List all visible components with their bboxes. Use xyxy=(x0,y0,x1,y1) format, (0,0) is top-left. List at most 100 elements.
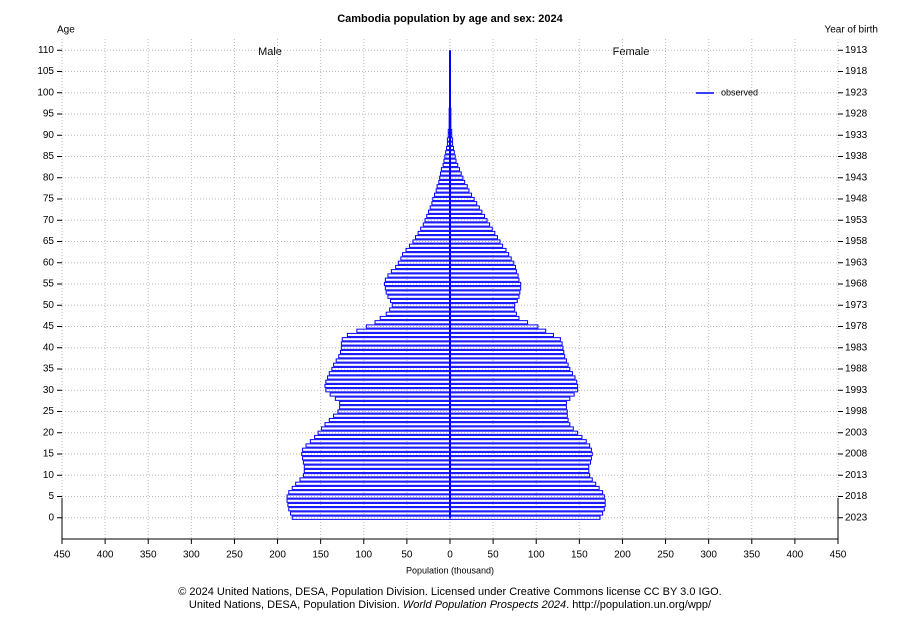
bar xyxy=(295,481,451,486)
bar xyxy=(449,277,520,282)
bar xyxy=(337,409,451,414)
bar xyxy=(449,311,517,316)
bar xyxy=(449,507,605,512)
bar xyxy=(321,426,451,431)
bar xyxy=(387,294,451,299)
bar xyxy=(449,213,485,219)
bar xyxy=(449,379,578,384)
bar xyxy=(340,341,451,346)
x-tick-label: 450 xyxy=(54,550,71,561)
bar xyxy=(286,498,451,503)
y-tick-label: 110 xyxy=(38,45,54,56)
bar xyxy=(449,392,575,397)
bar xyxy=(328,371,451,376)
bar xyxy=(449,332,554,338)
footer-text: World Population Prospects 2024 xyxy=(403,599,566,611)
bar xyxy=(303,468,451,474)
bar xyxy=(449,358,567,363)
bar xyxy=(449,290,521,295)
bar xyxy=(327,375,451,380)
bar xyxy=(449,171,462,176)
bar xyxy=(449,417,569,423)
x-tick-label: 350 xyxy=(140,550,157,561)
bar xyxy=(288,490,451,495)
bar xyxy=(449,430,579,435)
bar xyxy=(303,464,451,469)
bar xyxy=(449,328,547,333)
bar xyxy=(338,354,451,359)
bar xyxy=(339,405,451,410)
bar xyxy=(449,294,520,299)
bar xyxy=(385,290,451,295)
y-tick-label: 40 xyxy=(43,342,55,353)
bar xyxy=(449,468,590,474)
bar xyxy=(449,434,583,440)
y-tick-label: 80 xyxy=(43,172,55,183)
bar xyxy=(449,383,579,389)
bar xyxy=(449,260,515,265)
bar xyxy=(440,167,451,172)
bar xyxy=(449,371,573,376)
bar xyxy=(339,349,451,355)
bar xyxy=(432,196,451,202)
bar xyxy=(449,264,517,270)
y2-tick-label: 1938 xyxy=(845,151,868,162)
footer-line: © 2024 United Nations, DESA, Population … xyxy=(178,586,722,598)
y-tick-label: 70 xyxy=(43,215,55,226)
x-tick-label: 200 xyxy=(269,550,286,561)
x-tick-label: 250 xyxy=(657,550,674,561)
bar xyxy=(449,175,464,180)
legend-label: observed xyxy=(721,87,758,97)
female-label: Female xyxy=(613,46,650,58)
bar xyxy=(449,447,592,452)
y-tick-label: 5 xyxy=(48,491,54,502)
bar xyxy=(449,226,493,231)
bar xyxy=(339,400,451,406)
bar xyxy=(449,286,522,291)
bar xyxy=(449,396,571,401)
bar xyxy=(449,256,512,261)
bar xyxy=(449,337,561,342)
y-axis-label: Age xyxy=(57,25,75,36)
bar xyxy=(449,460,592,465)
y2-tick-label: 1918 xyxy=(845,66,868,77)
bar xyxy=(449,375,576,380)
bar xyxy=(449,426,574,431)
y-tick-label: 35 xyxy=(43,364,55,375)
bar xyxy=(325,379,451,384)
bar xyxy=(449,485,600,491)
bar xyxy=(449,502,606,508)
bar xyxy=(291,485,451,491)
bar xyxy=(449,349,565,355)
bar xyxy=(390,298,451,304)
bar xyxy=(449,205,480,210)
bar xyxy=(331,366,451,372)
bar xyxy=(449,439,587,444)
x-tick-label: 200 xyxy=(614,550,631,561)
y-tick-label: 85 xyxy=(43,151,55,162)
bar xyxy=(328,417,451,423)
y2-tick-label: 2003 xyxy=(845,427,868,438)
bar xyxy=(405,247,451,253)
bar xyxy=(415,235,451,240)
bar xyxy=(449,273,519,278)
bar xyxy=(439,175,451,180)
bar xyxy=(374,320,451,325)
y2-tick-label: 1948 xyxy=(845,194,868,205)
bar xyxy=(302,447,451,452)
bar xyxy=(341,337,451,342)
bar xyxy=(449,477,593,482)
bar xyxy=(449,201,478,206)
y2-tick-label: 1963 xyxy=(845,257,868,268)
y-tick-label: 55 xyxy=(43,279,55,290)
x-tick-label: 0 xyxy=(447,550,453,561)
x-tick-label: 250 xyxy=(226,550,243,561)
y-tick-label: 10 xyxy=(43,470,55,481)
bar xyxy=(449,188,470,193)
bar xyxy=(426,213,451,219)
bar xyxy=(389,307,451,312)
y-tick-label: 65 xyxy=(43,236,55,247)
bar xyxy=(449,247,507,253)
bar xyxy=(317,430,451,435)
